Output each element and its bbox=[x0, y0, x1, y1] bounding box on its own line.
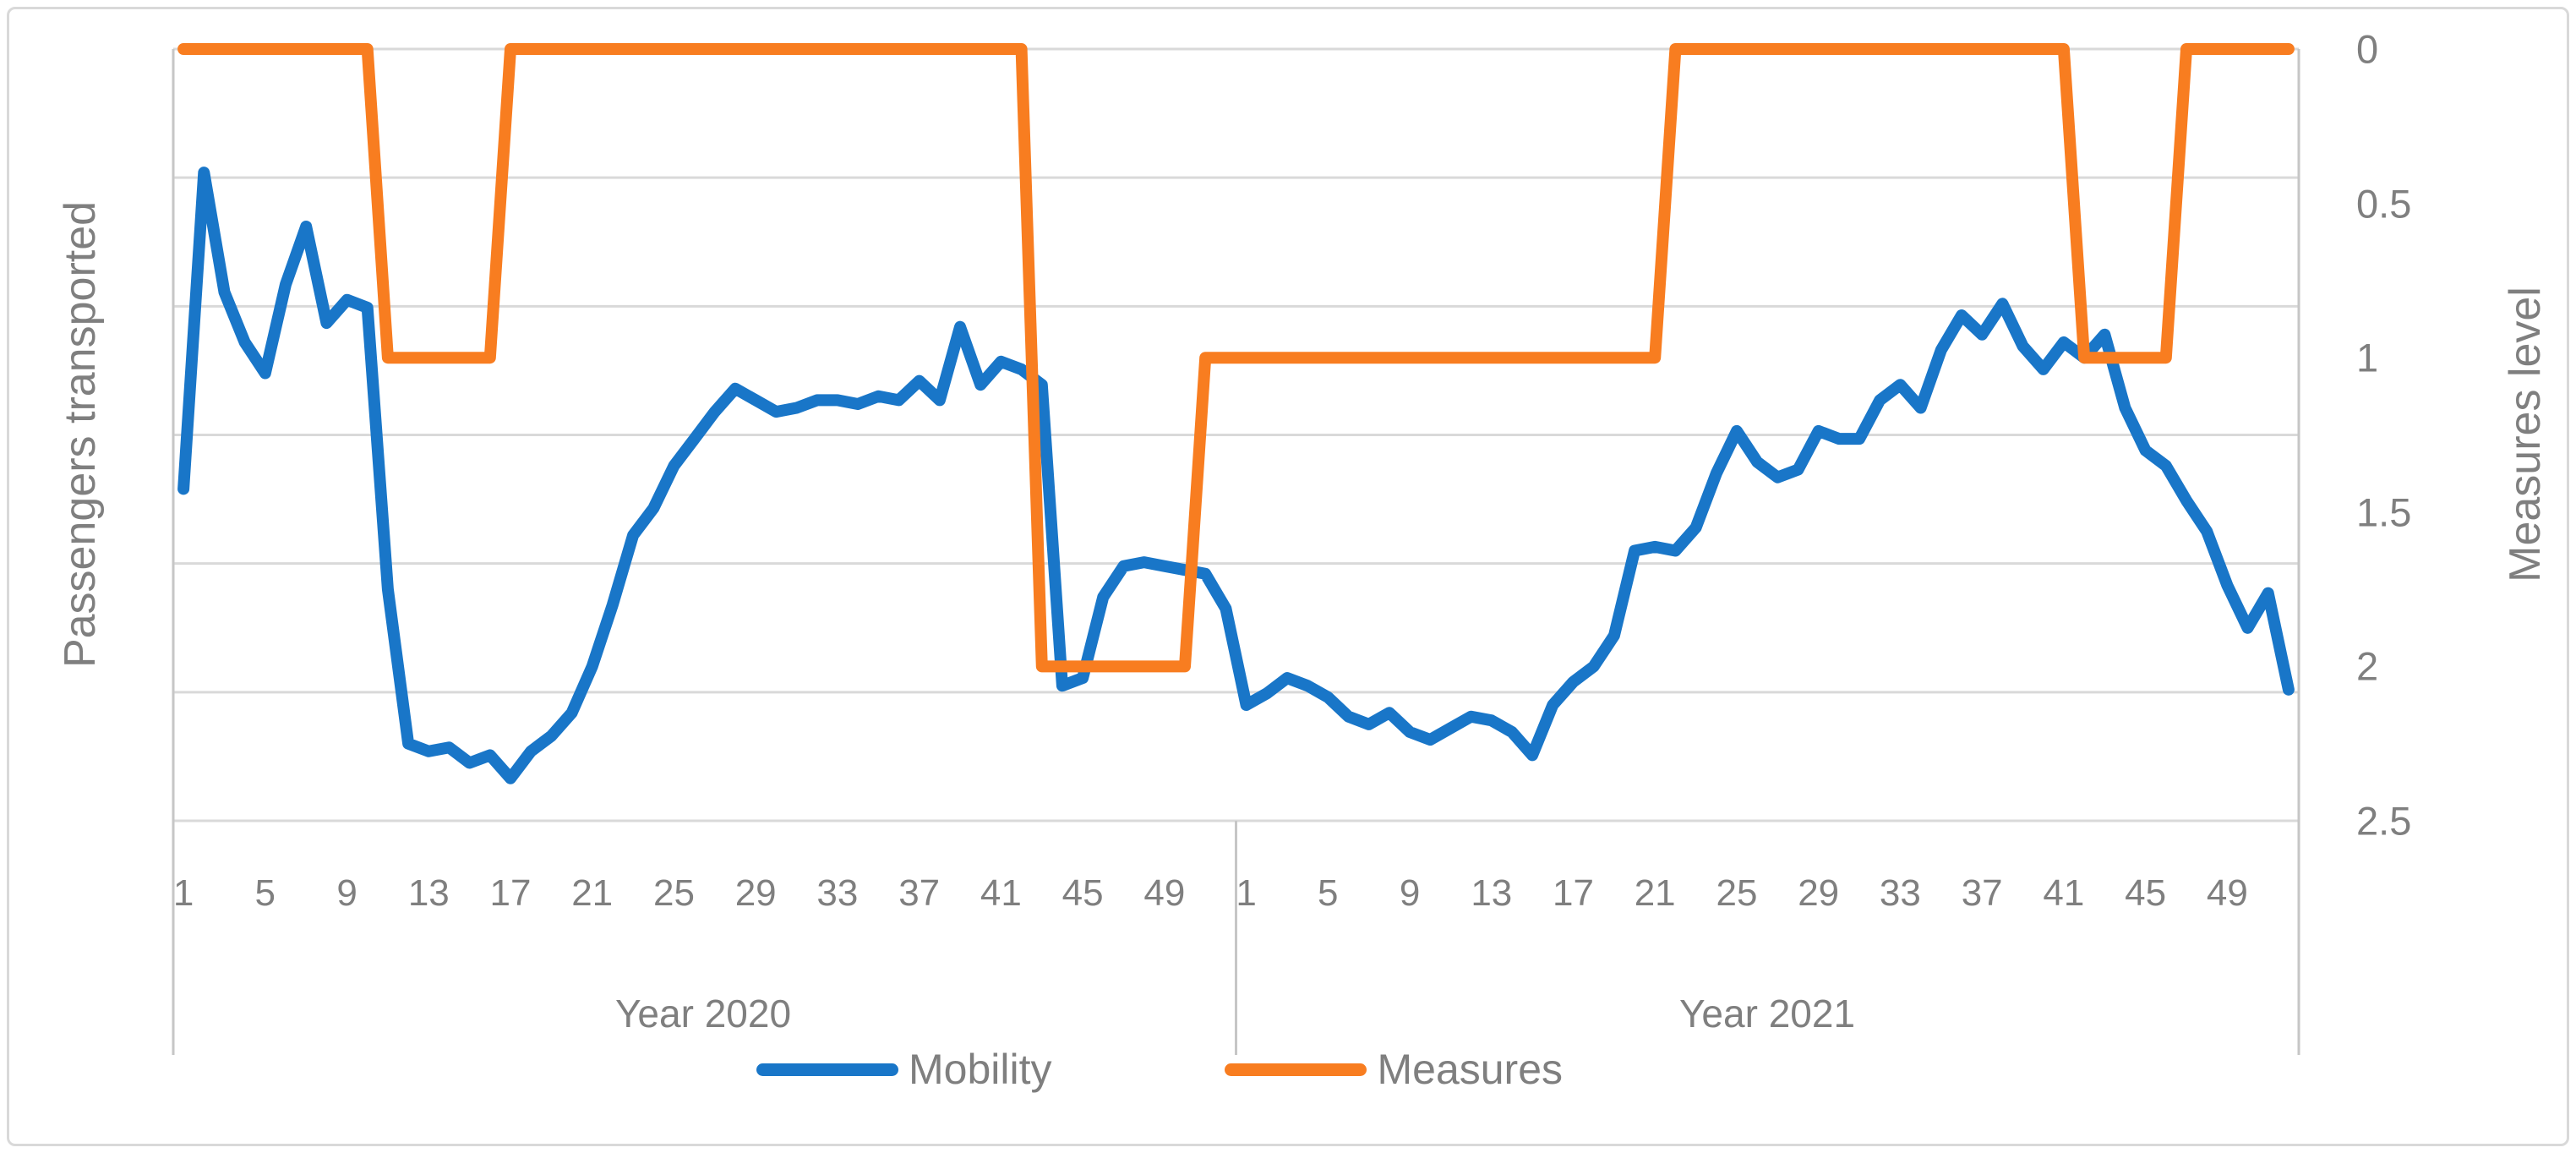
x-tick-label: 41 bbox=[980, 872, 1022, 914]
mobility-legend-label: Mobility bbox=[909, 1046, 1052, 1093]
x-tick-label: 49 bbox=[2206, 872, 2248, 914]
x-tick-label: 5 bbox=[1318, 872, 1339, 914]
x-tick-label: 37 bbox=[1961, 872, 2003, 914]
measures-legend-swatch bbox=[1225, 1063, 1367, 1076]
year-2021-label: Year 2021 bbox=[1678, 992, 1856, 1036]
y2-tick-label: 0.5 bbox=[2356, 181, 2412, 227]
x-tick-label: 17 bbox=[489, 872, 532, 914]
x-tick-label: 29 bbox=[1798, 872, 1840, 914]
legend-item-measures[interactable]: Measures bbox=[1225, 1045, 1563, 1094]
year-2020-label: Year 2020 bbox=[614, 992, 792, 1036]
y2-tick-label: 2.5 bbox=[2356, 798, 2412, 844]
measures-line-series bbox=[177, 43, 2295, 673]
x-tick-label: 13 bbox=[407, 872, 450, 914]
x-tick-label: 41 bbox=[2043, 872, 2085, 914]
measures-legend-label: Measures bbox=[1377, 1046, 1564, 1093]
legend: Mobility Measures bbox=[756, 1045, 1563, 1094]
mobility-line-series bbox=[177, 167, 2295, 784]
x-tick-label: 33 bbox=[816, 872, 859, 914]
x-tick-label: 25 bbox=[653, 872, 695, 914]
x-tick-label: 33 bbox=[1879, 872, 1921, 914]
left-axis-title: Passengers transported bbox=[56, 200, 105, 669]
x-tick-label: 29 bbox=[734, 872, 777, 914]
chart-frame bbox=[7, 7, 2569, 1146]
right-axis-title: Measures level bbox=[2501, 287, 2550, 582]
x-tick-label: 5 bbox=[254, 872, 276, 914]
y2-tick-label: 1.5 bbox=[2356, 489, 2412, 535]
x-tick-label: 21 bbox=[571, 872, 614, 914]
x-tick-label: 21 bbox=[1634, 872, 1676, 914]
x-tick-label: 9 bbox=[336, 872, 357, 914]
mobility-legend-swatch bbox=[756, 1063, 898, 1076]
legend-item-mobility[interactable]: Mobility bbox=[756, 1045, 1051, 1094]
x-tick-label: 45 bbox=[2125, 872, 2167, 914]
x-tick-label: 1 bbox=[172, 872, 194, 914]
x-tick-label: 17 bbox=[1553, 872, 1594, 914]
y2-tick-label: 1 bbox=[2356, 335, 2379, 380]
x-tick-label: 13 bbox=[1471, 872, 1513, 914]
x-tick-label: 25 bbox=[1716, 872, 1758, 914]
x-tick-label: 9 bbox=[1399, 872, 1421, 914]
x-tick-label: 37 bbox=[898, 872, 941, 914]
y2-tick-label: 0 bbox=[2356, 26, 2379, 72]
x-tick-label: 1 bbox=[1236, 872, 1257, 914]
x-tick-label: 45 bbox=[1062, 872, 1104, 914]
x-tick-label: 49 bbox=[1143, 872, 1186, 914]
y2-tick-label: 2 bbox=[2356, 643, 2379, 689]
